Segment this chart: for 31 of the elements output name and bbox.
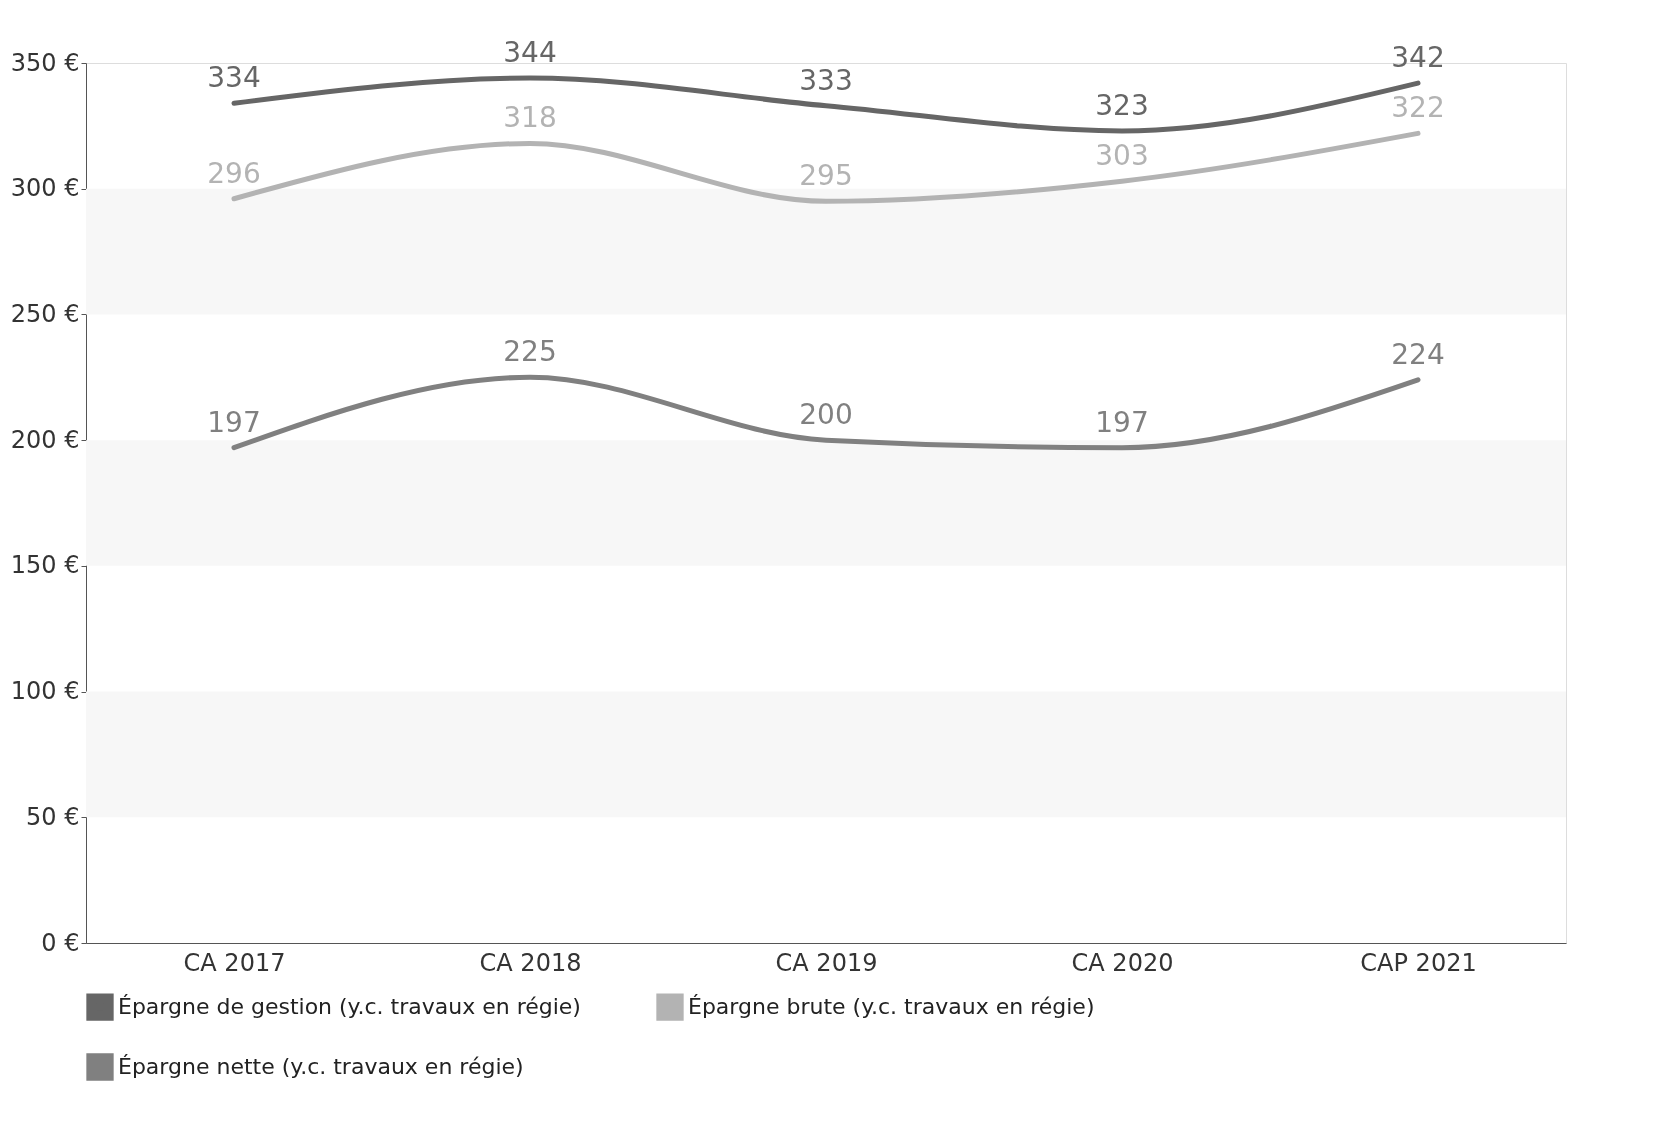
legend-label: Épargne nette (y.c. travaux en régie)	[118, 1054, 524, 1079]
x-tick-label: CAP 2021	[1360, 948, 1477, 977]
data-label: 296	[207, 156, 261, 190]
data-label: 322	[1391, 91, 1445, 125]
x-tick-label: CA 2017	[183, 948, 286, 977]
data-label: 334	[207, 61, 261, 95]
y-tick-label: 350 €	[10, 48, 80, 77]
data-label: 344	[503, 36, 557, 70]
data-label: 224	[1391, 337, 1445, 371]
y-tick-label: 150 €	[10, 551, 80, 580]
data-label: 342	[1391, 41, 1445, 75]
data-label: 200	[799, 398, 853, 432]
x-tick-label: CA 2018	[479, 948, 582, 977]
data-label: 318	[503, 101, 557, 135]
y-tick-label: 250 €	[10, 299, 80, 328]
data-label: 225	[503, 335, 557, 369]
y-tick-label: 300 €	[10, 174, 80, 203]
legend-label: Épargne de gestion (y.c. travaux en régie)	[118, 994, 581, 1020]
data-label: 323	[1095, 88, 1149, 122]
data-label: 303	[1095, 139, 1149, 173]
x-tick-label: CA 2019	[775, 948, 878, 977]
y-tick-label: 200 €	[10, 425, 80, 454]
y-tick-label: 100 €	[10, 677, 80, 706]
legend-label: Épargne brute (y.c. travaux en régie)	[688, 994, 1095, 1020]
data-label: 333	[799, 63, 853, 97]
data-label: 197	[1095, 405, 1149, 439]
y-tick-label: 50 €	[26, 802, 80, 831]
data-label: 197	[207, 405, 261, 439]
y-tick-label: 0 €	[41, 928, 80, 957]
data-label: 295	[799, 159, 853, 193]
x-tick-label: CA 2020	[1071, 948, 1174, 977]
